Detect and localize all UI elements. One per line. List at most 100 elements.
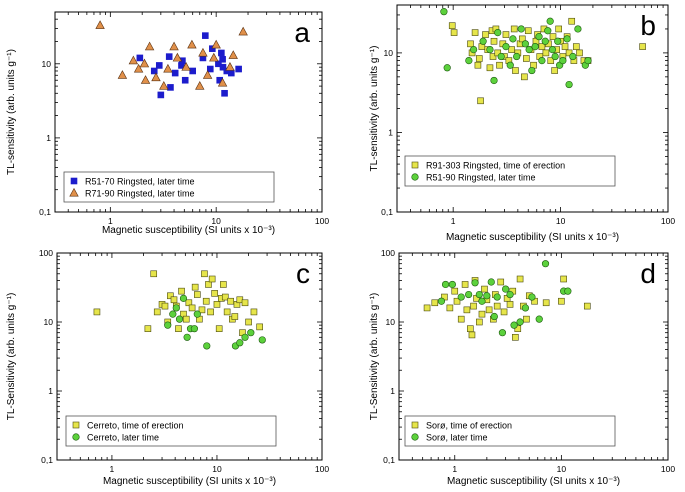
data-point bbox=[144, 41, 155, 51]
y-tick-label: 100 bbox=[381, 248, 395, 258]
data-point bbox=[486, 64, 494, 72]
data-point bbox=[140, 75, 151, 84]
data-point bbox=[468, 331, 476, 339]
data-point bbox=[521, 304, 530, 312]
data-point bbox=[223, 308, 231, 316]
legend-marker bbox=[72, 433, 80, 441]
data-point bbox=[528, 293, 536, 301]
data-point bbox=[258, 336, 266, 344]
data-point bbox=[201, 270, 208, 278]
series-1 bbox=[423, 275, 591, 341]
data-point bbox=[172, 52, 183, 62]
data-point bbox=[561, 43, 569, 50]
legend-label: Cerreto, time of erection bbox=[87, 421, 184, 431]
y-tick-label: 10 bbox=[44, 317, 54, 327]
data-point bbox=[190, 325, 199, 333]
data-point bbox=[506, 301, 514, 308]
x-axis-title: Magnetic susceptibility (SI units x 10⁻³… bbox=[102, 225, 275, 236]
data-point bbox=[548, 46, 557, 54]
data-point bbox=[490, 37, 498, 45]
data-point bbox=[139, 58, 150, 68]
data-point bbox=[502, 31, 510, 38]
data-point bbox=[241, 299, 249, 307]
data-point bbox=[506, 61, 514, 69]
data-point bbox=[256, 323, 263, 331]
data-point bbox=[516, 275, 524, 283]
data-point bbox=[465, 290, 473, 299]
data-point bbox=[219, 55, 226, 63]
data-point bbox=[169, 310, 177, 318]
y-axis-title: TL-sensitivity (arb. units g⁻¹) bbox=[6, 49, 17, 175]
data-point bbox=[172, 304, 180, 312]
series-1 bbox=[448, 17, 646, 105]
data-point bbox=[481, 285, 488, 293]
x-tick-label: 1 bbox=[108, 216, 113, 226]
data-point bbox=[194, 291, 201, 298]
data-point bbox=[161, 302, 169, 310]
data-point bbox=[478, 297, 486, 305]
data-point bbox=[493, 302, 501, 310]
data-point bbox=[178, 287, 185, 295]
series-2 bbox=[437, 260, 572, 337]
data-point bbox=[217, 77, 228, 87]
data-point bbox=[542, 299, 550, 307]
x-tick-label: 1 bbox=[451, 216, 456, 226]
data-point bbox=[209, 52, 219, 62]
y-tick-label: 1 bbox=[388, 127, 393, 137]
data-point bbox=[502, 285, 510, 293]
data-point bbox=[538, 57, 546, 65]
series-1 bbox=[93, 270, 263, 336]
data-point bbox=[572, 43, 580, 50]
data-point bbox=[150, 270, 158, 278]
legend-label: R51-70 Ringsted, later time bbox=[85, 177, 195, 187]
y-tick-label: 10 bbox=[42, 59, 52, 69]
data-point bbox=[475, 290, 483, 299]
data-point bbox=[182, 315, 190, 323]
data-point bbox=[225, 62, 235, 71]
plot-frame bbox=[54, 11, 323, 213]
data-point bbox=[528, 66, 536, 75]
x-tick-label: 10 bbox=[557, 464, 567, 474]
plot-frame bbox=[56, 252, 323, 461]
data-point bbox=[497, 52, 505, 61]
data-point bbox=[241, 333, 249, 341]
data-point bbox=[117, 70, 128, 79]
data-point bbox=[541, 37, 549, 45]
data-point bbox=[558, 297, 565, 305]
data-point bbox=[183, 333, 191, 341]
data-point bbox=[506, 290, 514, 299]
data-point bbox=[165, 53, 173, 60]
data-point bbox=[175, 315, 184, 323]
data-point bbox=[205, 281, 212, 288]
data-point bbox=[448, 22, 456, 29]
legend-marker bbox=[72, 421, 80, 429]
data-point bbox=[568, 17, 576, 25]
legend-label: R51-90 Ringsted, later time bbox=[426, 173, 536, 183]
data-point bbox=[559, 57, 567, 65]
data-point bbox=[175, 325, 182, 332]
data-point bbox=[440, 8, 448, 16]
data-point bbox=[508, 46, 515, 53]
data-point bbox=[560, 275, 567, 283]
x-tick-label: 100 bbox=[661, 464, 675, 474]
data-point bbox=[549, 33, 557, 40]
data-point bbox=[490, 76, 498, 85]
legend-label: R91-303 Ringsted, time of erection bbox=[426, 161, 565, 171]
y-tick-label: 0,1 bbox=[383, 455, 395, 465]
data-point bbox=[245, 318, 252, 326]
y-axis-title: TL-Sensitivity (arb. units g⁻¹) bbox=[6, 293, 17, 421]
data-point bbox=[169, 41, 179, 51]
data-point bbox=[494, 28, 502, 37]
legend-label: Sorø, time of erection bbox=[426, 421, 512, 431]
data-point bbox=[457, 293, 465, 301]
series-2 bbox=[164, 294, 266, 350]
panel-letter: d bbox=[640, 258, 656, 289]
x-axis-title: Magnetic susceptibility (SI units x 10⁻³… bbox=[103, 476, 276, 487]
data-point bbox=[423, 304, 431, 312]
data-point bbox=[479, 37, 487, 45]
data-point bbox=[167, 84, 174, 91]
y-axis-title: TL-Sensitivity (arb. units g⁻¹) bbox=[369, 293, 380, 421]
data-point bbox=[202, 32, 209, 39]
data-point bbox=[554, 37, 562, 45]
data-point bbox=[471, 279, 479, 287]
